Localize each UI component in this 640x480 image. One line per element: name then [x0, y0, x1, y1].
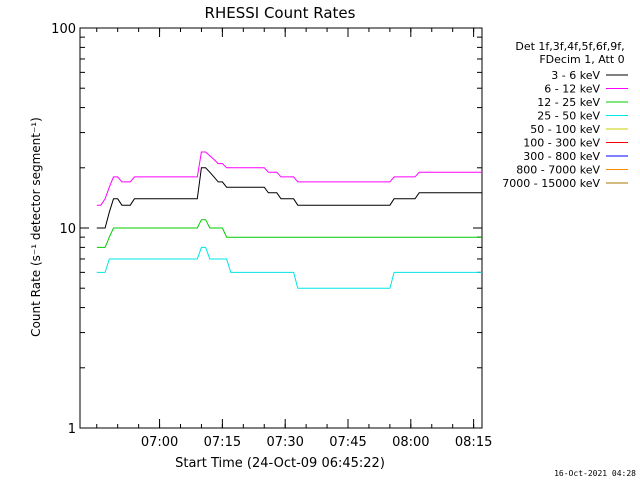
x-tick-label: 07:30: [266, 435, 303, 450]
x-axis-label: Start Time (24-Oct-09 06:45:22): [175, 456, 385, 471]
chart-title: RHESSI Count Rates: [205, 4, 356, 22]
x-tick-label: 07:45: [329, 435, 366, 450]
series-line-3: [96, 246, 482, 289]
x-tick-label: 08:15: [455, 435, 492, 450]
legend-label: 25 - 50 keV: [537, 110, 600, 123]
plot-area: 1 10 100 07:00 07:15 07:30 07:45 08:00 08:15: [51, 22, 492, 450]
legend-label: 12 - 25 keV: [537, 96, 600, 109]
y-tick-label: 10: [59, 222, 76, 237]
y-axis-label: Count Rate (s⁻¹ detector segment⁻¹): [29, 117, 43, 337]
legend-header-line1: Det 1f,3f,4f,5f,6f,9f,: [515, 40, 624, 53]
legend-header-line2: FDecim 1, Att 0: [539, 53, 624, 66]
x-tick-label: 08:00: [392, 435, 429, 450]
legend-label: 7000 - 15000 keV: [502, 177, 600, 190]
legend-label: 800 - 7000 keV: [516, 164, 600, 177]
y-tick-label: 1: [68, 422, 76, 437]
footer-date: 16-Oct-2021 04:28: [554, 469, 636, 478]
series-line-0: [96, 167, 482, 229]
legend-label: 3 - 6 keV: [551, 69, 600, 82]
legend-label: 50 - 100 keV: [530, 123, 600, 136]
x-tick-label: 07:15: [204, 435, 241, 450]
legend-label: 6 - 12 keV: [544, 83, 600, 96]
y-tick-label: 100: [51, 22, 76, 37]
legend-label: 100 - 300 keV: [523, 137, 600, 150]
legend-label: 300 - 800 keV: [523, 150, 600, 163]
series-line-2: [96, 219, 482, 248]
legend: Det 1f,3f,4f,5f,6f,9f, FDecim 1, Att 0 3…: [502, 40, 628, 190]
x-tick-label: 07:00: [141, 435, 178, 450]
series-line-1: [96, 151, 482, 206]
